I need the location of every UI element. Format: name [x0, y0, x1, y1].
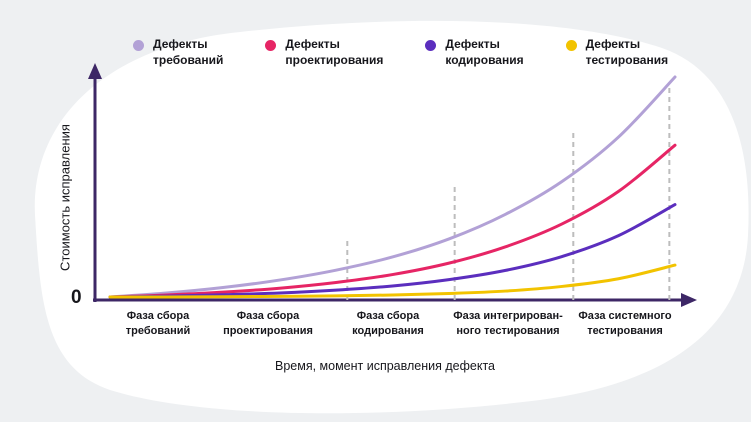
- origin-zero-label: 0: [71, 287, 82, 308]
- phase-label-coding: Фаза сбора кодирования: [352, 310, 424, 337]
- legend-dot-requirements-icon: [133, 40, 144, 51]
- legend-label-design: Дефекты проектирования: [285, 37, 384, 67]
- legend-dot-design-icon: [265, 40, 277, 51]
- legend-label-testing: Дефекты тестирования: [585, 37, 669, 67]
- legend-item-design-defects: Дефекты проектирования: [265, 37, 383, 68]
- phase-label-requirements: Фаза сбора требований: [125, 310, 191, 337]
- legend-item-testing-defects: Дефекты тестирования: [565, 37, 669, 68]
- legend: Дефекты требований Дефекты проектировани…: [133, 37, 668, 68]
- legend-label-coding: Дефекты кодирования: [445, 37, 524, 67]
- x-axis-label: Время, момент исправления дефекта: [274, 359, 495, 373]
- phase-label-design: Фаза сбора проектирования: [223, 310, 313, 337]
- legend-dot-testing-icon: [565, 40, 577, 51]
- legend-item-coding-defects: Дефекты кодирования: [425, 37, 524, 68]
- y-axis-label: Стоимость исправления: [57, 124, 73, 271]
- legend-item-requirements-defects: Дефекты требований: [133, 37, 223, 68]
- phase-label-integration-testing: Фаза интегрирован- ного тестирования: [453, 310, 563, 337]
- legend-dot-coding-icon: [425, 40, 437, 51]
- legend-label-requirements: Дефекты требований: [153, 37, 224, 67]
- blob-shape: [34, 20, 749, 414]
- phase-label-system-testing: Фаза системного тестирования: [578, 310, 672, 337]
